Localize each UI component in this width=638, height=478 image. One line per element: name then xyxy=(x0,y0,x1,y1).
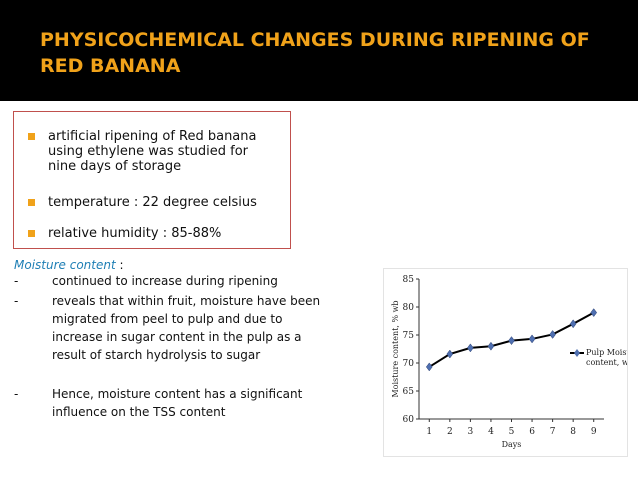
data-point xyxy=(425,362,433,372)
data-point xyxy=(508,336,515,346)
y-tick-label: 75 xyxy=(403,331,415,341)
moisture-point-text: Hence, moisture content has a significan… xyxy=(52,387,303,419)
chart-canvas: 60 65 70 75 80 85 1 2 3 4 5 6 7 8 9 Days Moisture conten… xyxy=(391,275,627,449)
dash-marker: - xyxy=(14,294,19,308)
title-bar: PHYSICOCHEMICAL CHANGES DURING RIPENING … xyxy=(0,0,638,101)
legend-label: Pulp Moisture xyxy=(586,348,627,357)
legend-label: content, wb xyxy=(586,358,627,367)
y-tick-label: 70 xyxy=(403,359,415,369)
moisture-chart: 60 65 70 75 80 85 1 2 3 4 5 6 7 8 9 Days Moisture conten… xyxy=(383,268,628,457)
x-tick-label: 7 xyxy=(550,427,556,437)
slide-title: PHYSICOCHEMICAL CHANGES DURING RIPENING … xyxy=(40,29,590,77)
moisture-heading-text: Moisture content xyxy=(14,258,116,272)
bullet-text: temperature : 22 degree celsius xyxy=(48,195,257,210)
x-tick-label: 9 xyxy=(591,427,597,437)
x-tick-label: 8 xyxy=(570,427,576,437)
dash-marker: - xyxy=(14,274,19,288)
x-tick-label: 1 xyxy=(426,427,432,437)
bullet-text: relative humidity : 85-88% xyxy=(48,226,222,241)
data-point xyxy=(487,341,495,351)
data-point xyxy=(446,349,454,359)
bullet-text: artificial ripening of Red banana using … xyxy=(48,129,257,174)
legend-marker xyxy=(574,349,580,357)
x-tick-label: 4 xyxy=(488,427,494,437)
x-tick-label: 6 xyxy=(529,427,535,437)
square-bullet-icon xyxy=(28,199,35,206)
y-tick-label: 65 xyxy=(403,387,415,397)
x-tick-label: 2 xyxy=(447,427,453,437)
x-axis-label: Days xyxy=(502,440,522,449)
data-point xyxy=(467,343,474,353)
x-tick-label: 5 xyxy=(509,427,515,437)
data-point xyxy=(590,308,598,318)
y-tick-label: 85 xyxy=(403,275,415,285)
moisture-point-text: reveals that within fruit, moisture have… xyxy=(52,294,321,362)
moisture-heading: Moisture content : xyxy=(14,258,124,272)
y-tick-label: 60 xyxy=(403,415,415,425)
y-tick-label: 80 xyxy=(403,303,415,313)
moisture-heading-colon: : xyxy=(115,258,124,272)
square-bullet-icon xyxy=(28,133,35,140)
square-bullet-icon xyxy=(28,230,35,237)
data-point xyxy=(569,319,577,329)
data-point xyxy=(528,334,536,344)
conditions-box: artificial ripening of Red banana using … xyxy=(13,111,291,249)
dash-marker: - xyxy=(14,387,19,401)
data-point xyxy=(549,330,556,339)
y-axis-label: Moisture content, % wb xyxy=(391,300,400,397)
moisture-point-text: continued to increase during ripening xyxy=(52,274,278,288)
x-tick-label: 3 xyxy=(468,427,474,437)
